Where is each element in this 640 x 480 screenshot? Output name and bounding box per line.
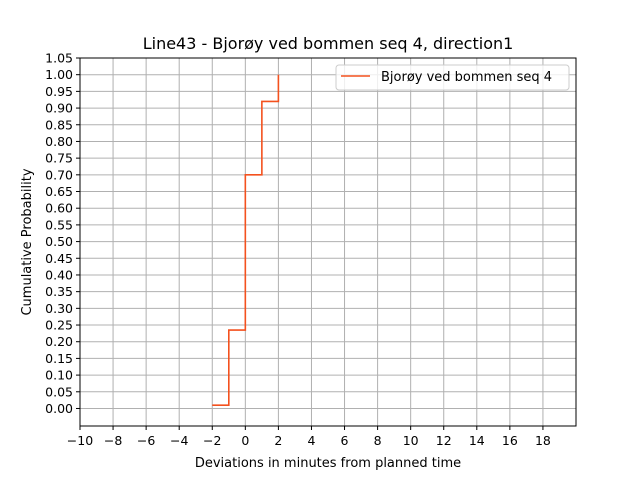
x-tick-label: 12 <box>436 433 452 448</box>
y-tick-label: 0.30 <box>45 301 73 316</box>
x-tick-label: 16 <box>502 433 518 448</box>
x-axis-label: Deviations in minutes from planned time <box>195 456 461 471</box>
y-tick-label: 0.55 <box>45 217 73 232</box>
y-tick-label: 0.90 <box>45 101 73 116</box>
y-tick-label: 0.50 <box>45 234 73 249</box>
y-tick-label: 0.05 <box>45 384 73 399</box>
y-tick-label: 0.60 <box>45 201 73 216</box>
y-tick-label: 0.95 <box>45 84 73 99</box>
x-tick-label: 18 <box>535 433 551 448</box>
x-tick-label: 14 <box>469 433 485 448</box>
y-tick-label: 0.80 <box>45 134 73 149</box>
y-tick-label: 0.00 <box>45 401 73 416</box>
y-axis-label: Cumulative Probability <box>20 168 35 315</box>
y-tick-label: 0.40 <box>45 267 73 282</box>
x-tick-label: −6 <box>137 433 155 448</box>
x-tick-label: 8 <box>374 433 382 448</box>
x-tick-label: −8 <box>104 433 122 448</box>
x-tick-label: 2 <box>274 433 282 448</box>
x-tick-label: −2 <box>203 433 221 448</box>
y-axis-ticks: 0.00 0.050.10 0.15 0.200.25 0.30 0.35 0.400.45… <box>45 51 80 416</box>
legend-label: Bjorøy ved bommen seq 4 <box>381 70 552 85</box>
series-layer <box>212 74 280 406</box>
x-tick-label: −10 <box>67 433 93 448</box>
y-tick-label: 1.00 <box>45 67 73 82</box>
y-tick-label: 0.65 <box>45 184 73 199</box>
x-tick-label: 10 <box>403 433 419 448</box>
y-tick-label: 1.05 <box>45 51 73 66</box>
y-tick-label: 0.35 <box>45 284 73 299</box>
x-tick-label: 0 <box>241 433 249 448</box>
chart-title: Line43 - Bjorøy ved bommen seq 4, direct… <box>143 34 514 53</box>
x-tick-label: 6 <box>341 433 349 448</box>
legend-box <box>335 64 570 91</box>
y-tick-label: 0.10 <box>45 368 73 383</box>
legend: Bjorøy ved bommen seq 4 <box>335 64 570 91</box>
x-tick-label: 4 <box>307 433 315 448</box>
y-tick-label: 0.15 <box>45 351 73 366</box>
x-tick-label: −4 <box>170 433 188 448</box>
y-tick-label: 0.85 <box>45 117 73 132</box>
y-tick-label: 0.75 <box>45 151 73 166</box>
y-tick-label: 0.20 <box>45 334 73 349</box>
x-axis-ticks: −10 −8 −6 −4 −2 0 2 4 6 8 10 12 14 16 18 <box>67 426 551 448</box>
y-tick-label: 0.70 <box>45 167 73 182</box>
y-tick-label: 0.25 <box>45 318 73 333</box>
y-tick-label: 0.45 <box>45 251 73 266</box>
